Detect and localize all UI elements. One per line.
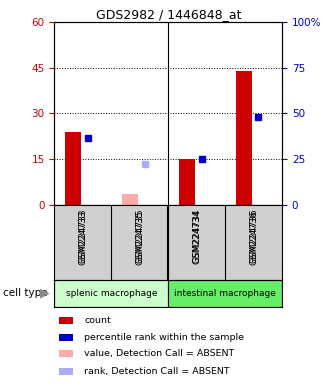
Bar <box>65 132 81 205</box>
Bar <box>122 194 138 205</box>
Text: splenic macrophage: splenic macrophage <box>66 289 157 298</box>
Text: value, Detection Call = ABSENT: value, Detection Call = ABSENT <box>84 349 234 358</box>
Text: count: count <box>84 316 111 325</box>
Text: GSM224735: GSM224735 <box>135 209 144 263</box>
Title: GDS2982 / 1446848_at: GDS2982 / 1446848_at <box>96 8 241 21</box>
Bar <box>54 280 168 307</box>
Bar <box>59 368 73 375</box>
Bar <box>59 350 73 357</box>
Bar <box>168 280 282 307</box>
Text: intestinal macrophage: intestinal macrophage <box>174 289 276 298</box>
Bar <box>59 317 73 324</box>
Text: cell type: cell type <box>3 288 48 298</box>
Text: GSM224733: GSM224733 <box>79 210 87 265</box>
Text: GSM224733: GSM224733 <box>79 209 87 263</box>
Text: ▶: ▶ <box>40 287 50 300</box>
Bar <box>236 71 252 205</box>
Bar <box>179 159 195 205</box>
Text: rank, Detection Call = ABSENT: rank, Detection Call = ABSENT <box>84 367 230 376</box>
Text: percentile rank within the sample: percentile rank within the sample <box>84 333 244 342</box>
Text: GSM224734: GSM224734 <box>192 210 201 265</box>
Text: GSM224736: GSM224736 <box>249 209 258 263</box>
Text: GSM224735: GSM224735 <box>135 210 144 265</box>
Bar <box>59 334 73 341</box>
Text: GSM224734: GSM224734 <box>192 209 201 263</box>
Text: GSM224736: GSM224736 <box>249 210 258 265</box>
